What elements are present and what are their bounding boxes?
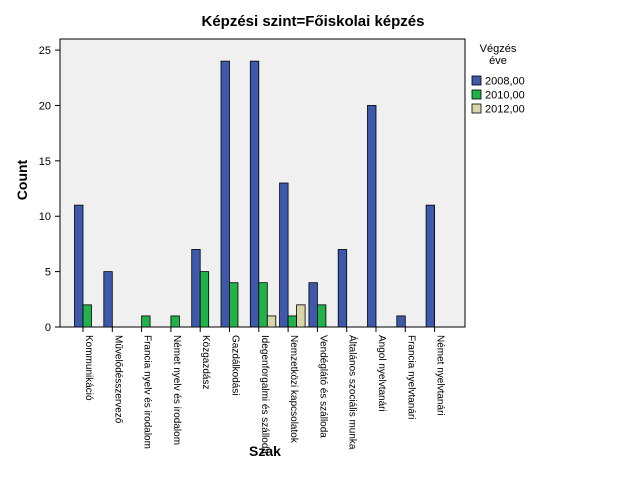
legend-label: 2008,00 <box>485 76 525 88</box>
bar-2012,00-6 <box>266 315 277 328</box>
x-tick-label: Művelődésszervező <box>112 335 123 424</box>
y-tick-label: 20 <box>39 100 51 112</box>
bar-2010,00-6 <box>258 282 268 328</box>
bar-2008,00-12 <box>425 204 436 328</box>
x-tick-label: Francia nyelv és irodalom <box>142 335 153 449</box>
x-tick-label: Nemzetközi kapcsolatok <box>288 335 299 444</box>
bar-2010,00-0 <box>82 304 92 328</box>
bar-2008,00-5 <box>220 60 230 328</box>
y-tick-label: 10 <box>39 211 51 223</box>
legend-title: éve <box>489 55 507 67</box>
bar-2010,00-5 <box>229 282 239 328</box>
bar-2008,00-9 <box>337 249 348 328</box>
bar-2012,00-7 <box>296 304 306 328</box>
y-tick-label: 25 <box>39 45 51 57</box>
bar-2010,00-4 <box>199 271 210 328</box>
x-tick-label: Közgazdász <box>200 335 211 389</box>
bar-2010,00-8 <box>316 304 327 328</box>
bar-2008,00-10 <box>367 105 377 328</box>
plot-area <box>59 38 466 328</box>
y-tick-label: 0 <box>45 322 51 334</box>
bar-2008,00-11 <box>396 315 406 328</box>
legend-swatch-1 <box>471 89 482 100</box>
x-tick-label: Kommunikáció <box>83 335 94 401</box>
bar-2008,00-4 <box>191 249 201 328</box>
x-tick-label: Francia nyelvtanári <box>405 335 416 419</box>
y-tick-label: 15 <box>39 156 51 168</box>
bar-2008,00-7 <box>279 182 289 328</box>
chart-title: Képzési szint=Főiskolai képzés <box>201 13 424 30</box>
x-tick-label: Gazdálkodási <box>230 335 241 396</box>
bar-2010,00-3 <box>170 315 180 328</box>
x-tick-label: Német nyelvtanári <box>435 335 446 416</box>
x-tick-label: Idegenforgalmi és szálloda <box>259 335 270 454</box>
legend-label: 2012,00 <box>485 104 525 116</box>
x-tick-label: Általános szociális munka <box>347 335 360 450</box>
y-tick-label: 5 <box>45 267 51 279</box>
plot-background <box>59 38 466 328</box>
legend-label: 2010,00 <box>485 90 525 102</box>
legend-title: Végzés <box>480 43 517 55</box>
bar-2008,00-1 <box>103 271 113 328</box>
x-axis: Kommunikáció Művelődésszervező Francia nye… <box>82 327 446 454</box>
x-axis-label: Szak <box>249 443 281 459</box>
legend-swatch-0 <box>471 75 482 86</box>
y-axis: 0 5 10 15 20 25 <box>39 45 60 334</box>
bar-2008,00-0 <box>74 204 84 328</box>
bar-2010,00-7 <box>287 315 298 328</box>
x-tick-label: Német nyelv és irodalom <box>171 335 182 445</box>
bar-2008,00-8 <box>308 282 318 328</box>
x-tick-label: Angol nyelvtanári <box>376 335 387 412</box>
bar-2008,00-6 <box>249 60 260 328</box>
x-tick-label: Vendéglátó és szálloda <box>317 335 328 438</box>
bar-2010,00-2 <box>141 315 151 328</box>
y-axis-label: Count <box>14 159 30 200</box>
legend-swatch-2 <box>471 103 482 114</box>
